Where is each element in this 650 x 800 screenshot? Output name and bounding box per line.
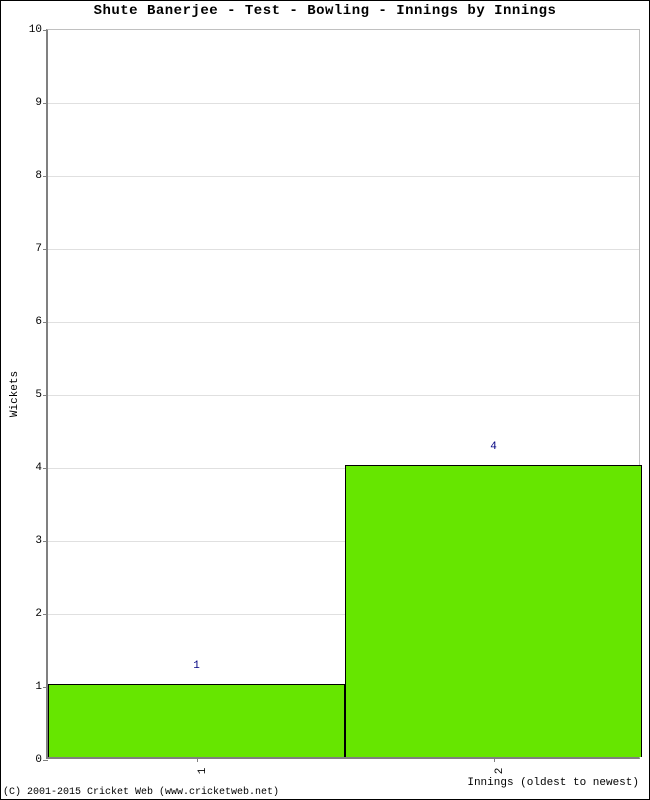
bar-value-label: 1 — [193, 660, 200, 672]
y-tick-label: 8 — [35, 170, 48, 182]
chart-container: Shute Banerjee - Test - Bowling - Inning… — [0, 0, 650, 800]
y-tick-label: 9 — [35, 97, 48, 109]
y-tick-label: 5 — [35, 389, 48, 401]
y-tick-label: 1 — [35, 681, 48, 693]
plot-area: 0123456789101142 — [46, 29, 640, 759]
y-axis-label: Wickets — [9, 371, 21, 417]
bar-value-label: 4 — [490, 441, 497, 453]
x-tick-label: 2 — [494, 768, 506, 775]
y-tick-label: 3 — [35, 535, 48, 547]
y-tick-label: 6 — [35, 316, 48, 328]
x-axis-label: Innings (oldest to newest) — [467, 777, 639, 789]
grid-line — [48, 395, 639, 396]
bar — [48, 684, 345, 757]
copyright-text: (C) 2001-2015 Cricket Web (www.cricketwe… — [3, 787, 279, 798]
chart-title: Shute Banerjee - Test - Bowling - Inning… — [1, 3, 649, 19]
y-tick-label: 0 — [35, 754, 48, 766]
x-tick — [494, 757, 495, 762]
x-tick-label: 1 — [197, 768, 209, 775]
y-tick-label: 4 — [35, 462, 48, 474]
grid-line — [48, 103, 639, 104]
grid-line — [48, 249, 639, 250]
bar — [345, 465, 642, 757]
grid-line — [48, 176, 639, 177]
y-tick-label: 2 — [35, 608, 48, 620]
x-tick — [197, 757, 198, 762]
y-tick-label: 10 — [29, 24, 48, 36]
y-tick-label: 7 — [35, 243, 48, 255]
grid-line — [48, 322, 639, 323]
